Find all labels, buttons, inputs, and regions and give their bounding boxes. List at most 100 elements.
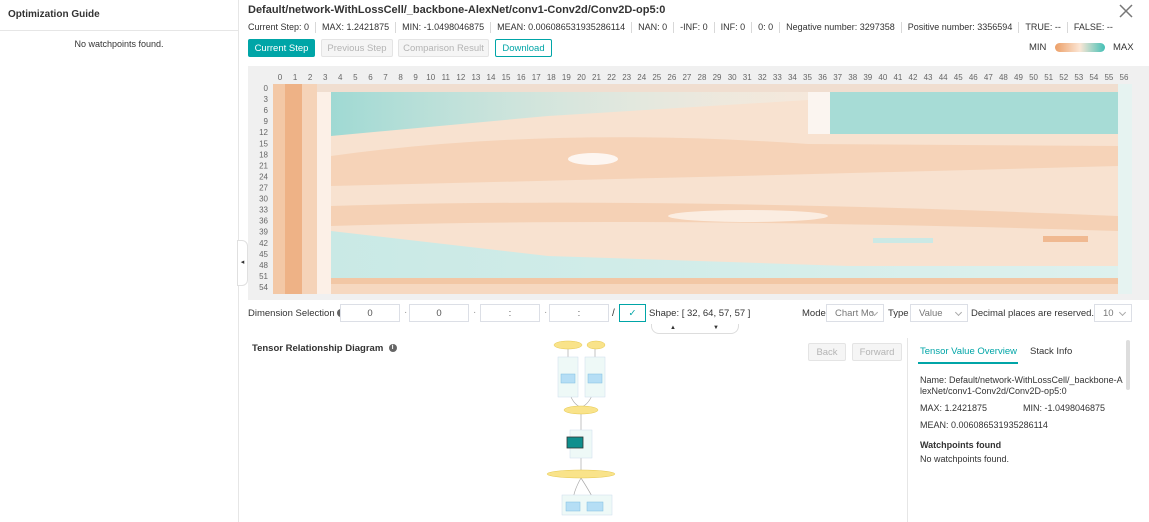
column-label: 15 <box>502 73 511 82</box>
column-label: 49 <box>1014 73 1023 82</box>
column-label: 44 <box>939 73 948 82</box>
heat-region <box>331 137 1118 186</box>
row-label: 39 <box>259 228 268 237</box>
column-label: 13 <box>471 73 480 82</box>
dimension-input[interactable]: : <box>549 304 609 322</box>
column-label: 40 <box>878 73 887 82</box>
legend-gradient <box>1055 43 1105 52</box>
column-label: 46 <box>969 73 978 82</box>
stat: MAX: 1.2421875 <box>315 22 395 33</box>
stat: FALSE: -- <box>1066 22 1119 33</box>
heat-region <box>331 92 808 136</box>
stat: Positive number: 3356594 <box>900 22 1019 33</box>
download-button[interactable]: Download <box>495 39 552 57</box>
column-label: 33 <box>773 73 782 82</box>
row-label: 48 <box>259 261 268 270</box>
column-label: 16 <box>517 73 526 82</box>
current-step-button[interactable]: Current Step <box>248 39 315 57</box>
column-label: 1 <box>293 73 298 82</box>
stat: MIN: -1.0498046875 <box>395 22 490 33</box>
row-label: 45 <box>259 250 268 259</box>
dimension-input[interactable]: 0 <box>409 304 469 322</box>
heat-row <box>331 278 1118 284</box>
scrollbar <box>1126 340 1130 390</box>
column-label: 23 <box>622 73 631 82</box>
column-label: 24 <box>637 73 646 82</box>
row-label: 15 <box>259 139 268 148</box>
row-label: 24 <box>259 172 268 181</box>
close-button[interactable] <box>1118 3 1134 19</box>
separator: · <box>544 307 548 318</box>
dimension-input[interactable]: 0 <box>340 304 400 322</box>
detail-content: Name: Default/network-WithLossCell/_back… <box>920 375 1124 471</box>
apply-button[interactable]: ✓ <box>619 304 646 322</box>
separator: · <box>473 307 477 318</box>
stat: NAN: 0 <box>631 22 673 33</box>
comparison-button[interactable]: Comparison Result <box>398 39 489 57</box>
heatmap: 0 1 2 3 4 5 6 7 8 9 10 11 12 13 14 15 16 17 18 19 20 21 22 23 24… <box>259 73 1132 294</box>
column-label: 25 <box>652 73 661 82</box>
row-label: 36 <box>259 217 268 226</box>
row-label: 3 <box>264 95 269 104</box>
previous-step-button[interactable]: Previous Step <box>321 39 393 57</box>
column-label: 20 <box>577 73 586 82</box>
info-icon[interactable]: i <box>388 344 397 353</box>
collapse-handle[interactable]: ◂ <box>237 240 248 286</box>
dimension-input[interactable]: : <box>480 304 540 322</box>
column-label: 37 <box>833 73 842 82</box>
tab[interactable]: Stack Info <box>1030 346 1073 357</box>
column-label: 34 <box>788 73 797 82</box>
row-label: 21 <box>259 161 268 170</box>
panel-toggle[interactable]: ▲ ▼ <box>651 324 739 334</box>
decimal-select[interactable]: 10 <box>1094 304 1132 322</box>
column-label: 35 <box>803 73 812 82</box>
stat: 0: 0 <box>751 22 779 33</box>
column-label: 11 <box>442 73 451 82</box>
column-label: 0 <box>278 73 283 82</box>
divider <box>0 30 238 31</box>
stat: MEAN: 0.006086531935286114 <box>490 22 631 33</box>
tab-underline <box>918 362 1018 364</box>
column-label: 21 <box>592 73 601 82</box>
detail-panel <box>907 338 1133 522</box>
back-button[interactable]: Back <box>808 343 846 361</box>
row-label: 12 <box>259 128 268 137</box>
dimension-label: Dimension Selection <box>248 308 335 319</box>
heat-row <box>317 84 1132 92</box>
row-label: 0 <box>264 84 269 93</box>
column-label: 39 <box>863 73 872 82</box>
column-label: 6 <box>368 73 373 82</box>
heat-highlight <box>668 210 828 222</box>
column-label: 12 <box>456 73 465 82</box>
column-label: 54 <box>1089 73 1098 82</box>
decimal-label: Decimal places are reserved. <box>971 308 1095 319</box>
row-label: 51 <box>259 272 268 281</box>
column-label: 51 <box>1044 73 1053 82</box>
type-select[interactable]: Value <box>910 304 968 322</box>
column-label: 18 <box>547 73 556 82</box>
column-label: 56 <box>1120 73 1129 82</box>
column-label: 47 <box>984 73 993 82</box>
column-label: 30 <box>728 73 737 82</box>
tab-active[interactable]: Tensor Value Overview <box>920 346 1017 357</box>
heat-region <box>873 238 933 243</box>
stat: -INF: 0 <box>673 22 714 33</box>
column-label: 9 <box>413 73 418 82</box>
column-label: 8 <box>398 73 403 82</box>
watch-title: Watchpoints found <box>920 440 1002 450</box>
sidebar-title: Optimization Guide <box>8 9 100 20</box>
mode-select[interactable]: Chart Mo <box>826 304 884 322</box>
heat-col <box>285 84 302 294</box>
detail-minmax: MAX: 1.2421875 MIN: -1.0498046875 <box>920 403 1124 414</box>
row-label: 9 <box>264 117 269 126</box>
heat-region <box>331 231 1118 278</box>
column-label: 29 <box>713 73 722 82</box>
relationship-graph <box>546 340 616 516</box>
column-label: 31 <box>743 73 752 82</box>
column-label: 27 <box>682 73 691 82</box>
watch-empty: No watchpoints found. <box>920 454 1010 464</box>
forward-button[interactable]: Forward <box>852 343 902 361</box>
column-label: 22 <box>607 73 616 82</box>
column-label: 50 <box>1029 73 1038 82</box>
